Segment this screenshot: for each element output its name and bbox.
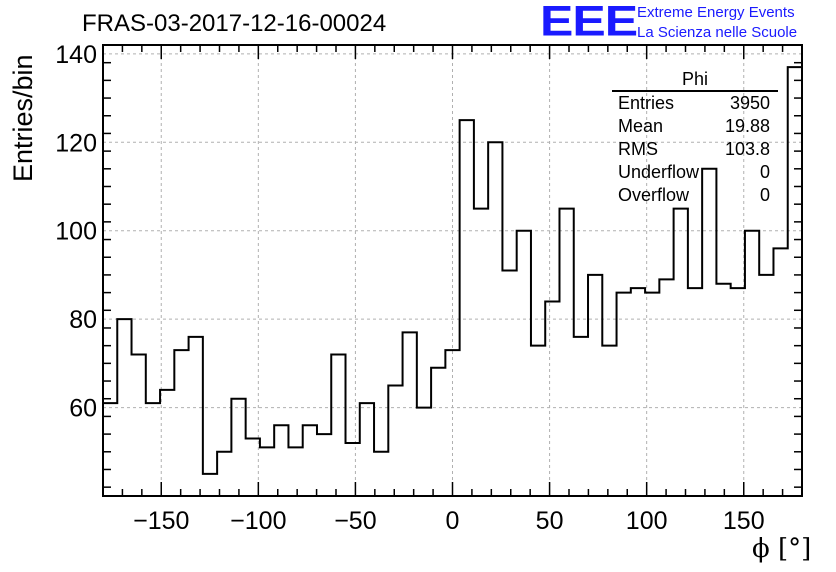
- x-tick-label: 150: [723, 507, 765, 535]
- stats-label: RMS: [618, 139, 658, 159]
- stats-box: Phi Entries 3950 Mean 19.88 RMS 103.8 Un…: [612, 68, 778, 207]
- x-tick-label: 0: [446, 507, 460, 535]
- stats-value: 0: [759, 162, 770, 182]
- stats-row-overflow: Overflow 0: [612, 184, 778, 207]
- y-tick-label: 140: [55, 41, 97, 69]
- stats-label: Underflow: [618, 162, 700, 182]
- y-tick-label: 60: [69, 395, 97, 423]
- x-axis-label: ϕ [°]: [752, 534, 812, 564]
- x-tick-label: 100: [626, 507, 668, 535]
- stats-value: 0: [759, 185, 770, 205]
- stats-row-rms: RMS 103.8: [612, 138, 778, 161]
- stats-label: Mean: [618, 116, 664, 136]
- stats-label: Overflow: [618, 185, 690, 205]
- stats-value: 19.88: [724, 116, 770, 136]
- y-tick-label: 80: [69, 306, 97, 334]
- logo-line-2: La Scienza nelle Scuole: [637, 24, 798, 41]
- logo-line-1: Extreme Energy Events: [637, 4, 795, 21]
- y-tick-label: 100: [55, 218, 97, 246]
- y-axis-label: Entries/bin: [8, 54, 38, 182]
- x-tick-label: −100: [230, 507, 286, 535]
- y-tick-label: 120: [55, 129, 97, 157]
- stats-value: 103.8: [724, 139, 770, 159]
- x-tick-label: −50: [334, 507, 376, 535]
- chart-title: FRAS-03-2017-12-16-00024: [82, 10, 387, 37]
- histogram-series-line: [102, 66, 803, 496]
- x-tick-label: −150: [133, 507, 189, 535]
- stats-box-title: Phi: [612, 68, 778, 92]
- x-tick-label: 50: [536, 507, 564, 535]
- eee-logo: EEE: [540, 0, 638, 46]
- stats-label: Entries: [618, 93, 675, 113]
- stats-row-underflow: Underflow 0: [612, 161, 778, 184]
- stats-row-entries: Entries 3950: [612, 92, 778, 115]
- stats-value: 3950: [729, 93, 770, 113]
- stats-row-mean: Mean 19.88: [612, 115, 778, 138]
